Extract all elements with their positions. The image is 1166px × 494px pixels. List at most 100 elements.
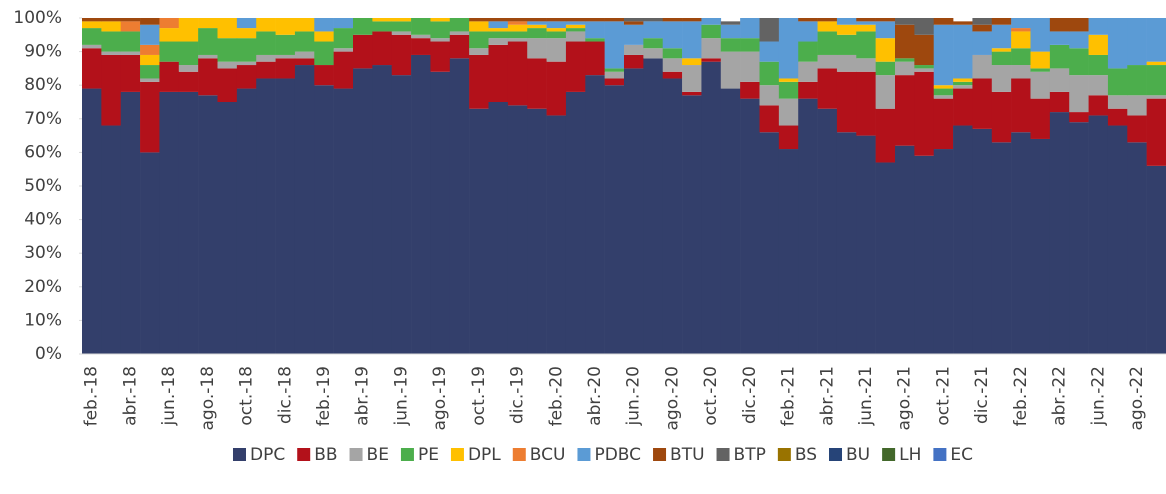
bar-segment [1069, 18, 1089, 32]
bar-segment [275, 18, 296, 35]
bar-segment [720, 38, 741, 52]
bar-segment [759, 41, 780, 62]
bar-segment [740, 38, 760, 52]
bar-segment [449, 31, 470, 35]
bar-segment [662, 58, 683, 72]
legend-swatch [232, 448, 246, 461]
bar-segment [101, 54, 122, 126]
bar-segment [1049, 91, 1070, 113]
bar-segment [178, 41, 199, 66]
bar-segment [353, 34, 373, 69]
bar-segment [856, 31, 876, 59]
bar-segment [546, 28, 567, 32]
bar-segment [411, 18, 431, 35]
bar-segment [895, 18, 915, 25]
bar-segment [430, 71, 451, 354]
bar-segment [1069, 112, 1089, 123]
bar-segment [391, 18, 412, 22]
bar-segment [856, 58, 876, 72]
bar-segment [82, 28, 102, 45]
bar-segment [972, 24, 993, 32]
bar-segment [256, 18, 276, 32]
bar-segment [991, 91, 1012, 143]
bar-segment [585, 41, 605, 76]
legend-label: BS [795, 445, 817, 465]
bar-segment [527, 38, 547, 59]
bar-segment [1069, 122, 1089, 354]
bar-segment [953, 24, 973, 79]
bar-segment [488, 31, 509, 39]
bar-segment [1011, 18, 1031, 29]
legend-swatch [653, 448, 667, 461]
bar-segment [895, 61, 915, 76]
bar-segment [604, 18, 625, 22]
bar-segment [1030, 138, 1051, 354]
x-tick-label: ago.-22 [1127, 366, 1147, 430]
x-tick-label: dic.-20 [740, 366, 760, 424]
bar-segment [991, 142, 1012, 354]
bar-segment [546, 18, 567, 22]
x-tick-label: feb.-21 [779, 366, 799, 426]
bar-segment [236, 38, 257, 62]
bar-segment [720, 21, 741, 25]
bar-segment [604, 71, 625, 79]
bar-segment [933, 88, 954, 96]
x-tick-label: feb.-22 [1011, 366, 1031, 426]
bar-segment [488, 18, 509, 22]
bar-segment [682, 95, 702, 354]
x-tick-label: feb.-20 [546, 366, 566, 426]
bar-segment [662, 18, 683, 22]
legend-label: PE [418, 445, 439, 465]
bar-segment [875, 61, 896, 76]
bar-segment [585, 75, 605, 355]
bar-segment [294, 51, 315, 59]
bar-segment [256, 61, 276, 79]
bar-segment [159, 28, 180, 42]
bar-segment [836, 132, 857, 354]
bar-segment [836, 18, 857, 25]
bar-segment [624, 54, 644, 69]
bar-segment [836, 34, 857, 55]
bar-segment [1088, 18, 1109, 35]
bar-segment [740, 51, 760, 82]
bar-segment [1049, 31, 1070, 45]
bar-segment [1088, 95, 1109, 116]
bar-segment [546, 21, 567, 29]
bar-segment [140, 78, 160, 82]
bar-segment [372, 21, 393, 32]
bar-segment [565, 91, 586, 355]
bar-segment [991, 65, 1012, 92]
bar-segment [140, 54, 160, 66]
bar-segment [546, 31, 567, 39]
bar-segment [1011, 28, 1031, 32]
bar-segment [140, 65, 160, 79]
bar-segment [507, 105, 528, 354]
bar-segment [314, 31, 334, 42]
x-tick-label: oct.-20 [701, 366, 721, 426]
x-tick-label: dic.-18 [275, 366, 295, 424]
bar-segment [488, 21, 509, 29]
bar-segment [643, 38, 664, 49]
bar-segment [856, 18, 876, 22]
bar-segment [933, 95, 954, 99]
x-tick-label: ago.-18 [198, 366, 218, 430]
legend-label: DPL [468, 445, 501, 465]
legend-swatch [450, 448, 464, 461]
x-tick-label: dic.-19 [508, 366, 528, 424]
bar-segment [411, 34, 431, 39]
bar-segment [507, 31, 528, 39]
bar-segment [527, 28, 547, 39]
bar-segment [778, 125, 799, 150]
bar-segment [449, 58, 470, 354]
bar-segment [759, 85, 780, 106]
bar-segment [585, 18, 605, 22]
bar-segment [701, 58, 722, 62]
legend-label: BTU [670, 445, 705, 465]
bar-segment [1011, 132, 1031, 354]
bar-segment [933, 18, 954, 25]
bar-segment [1011, 31, 1031, 49]
bar-segment [82, 88, 102, 354]
legend-label: LH [899, 445, 921, 465]
bar-segment [314, 65, 334, 86]
